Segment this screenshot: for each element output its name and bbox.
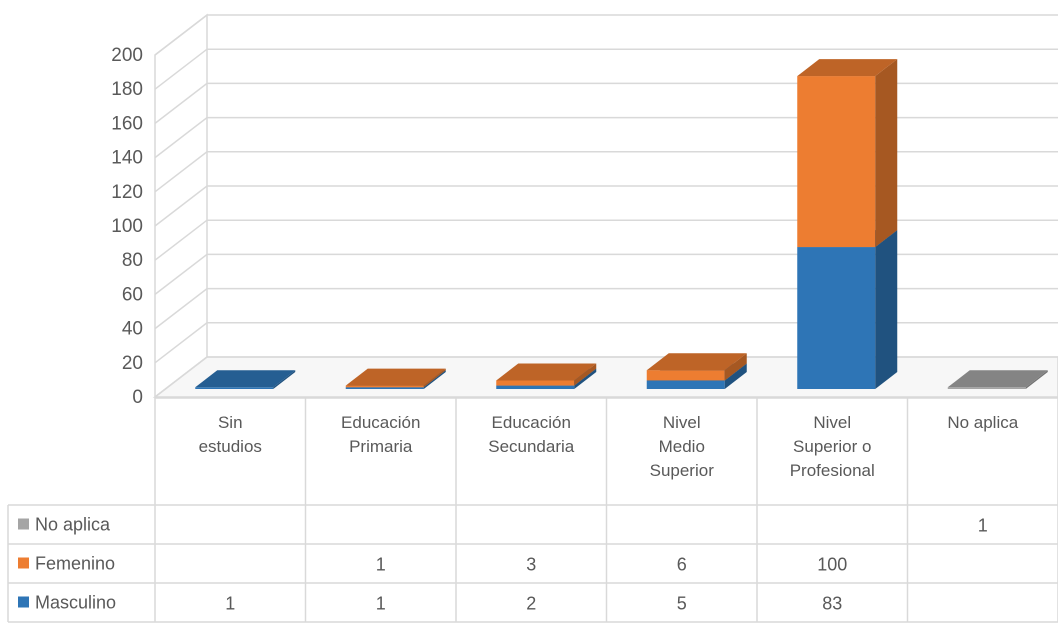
table-cell-value: 1 bbox=[225, 594, 235, 614]
bar-front bbox=[797, 247, 876, 389]
bar-side bbox=[875, 230, 898, 389]
gridline bbox=[154, 82, 1058, 124]
category-label-line: Educación bbox=[492, 413, 571, 432]
y-tick-label: 40 bbox=[122, 319, 143, 340]
chart-walls bbox=[152, 13, 1058, 399]
gridline bbox=[154, 219, 1058, 261]
y-tick-label: 160 bbox=[111, 113, 143, 134]
category-label-line: Sin bbox=[218, 413, 243, 432]
legend-swatch bbox=[18, 557, 29, 569]
bar-front bbox=[947, 387, 1026, 389]
bar-side bbox=[423, 368, 446, 388]
bar-side bbox=[574, 368, 597, 389]
bar-segment bbox=[797, 230, 898, 389]
floor bbox=[152, 356, 1058, 398]
bar-top bbox=[496, 363, 597, 381]
category-label-line: estudios bbox=[199, 437, 262, 456]
bar-top bbox=[646, 353, 747, 371]
bar-segment bbox=[496, 363, 597, 386]
legend-label: Masculino bbox=[35, 593, 116, 613]
gridline bbox=[154, 14, 1058, 56]
gridline bbox=[154, 356, 1058, 398]
bar-front bbox=[345, 385, 424, 388]
table-cell-value: 6 bbox=[677, 555, 687, 575]
bar-front bbox=[195, 387, 274, 389]
category-label-line: Superior bbox=[650, 461, 715, 480]
bar-segment bbox=[345, 368, 446, 388]
legend-label: Femenino bbox=[35, 554, 115, 574]
table-cell-value: 1 bbox=[376, 555, 386, 575]
table-cell-value: 3 bbox=[526, 555, 536, 575]
y-tick-label: 100 bbox=[111, 216, 143, 237]
bar-top bbox=[947, 370, 1048, 388]
bar-top bbox=[345, 368, 446, 386]
gridline bbox=[154, 185, 1058, 227]
category-label: Educación Secundaria bbox=[488, 413, 575, 456]
bar-side bbox=[574, 363, 597, 386]
bar-side bbox=[1025, 370, 1048, 389]
y-tick-label: 80 bbox=[122, 250, 143, 271]
y-tick-label: 20 bbox=[122, 353, 143, 374]
category-label-line: No aplica bbox=[947, 413, 1018, 432]
category-label-line: Nivel bbox=[813, 413, 851, 432]
y-tick-label: 60 bbox=[122, 284, 143, 305]
bar-segment bbox=[195, 370, 296, 389]
legend-label: No aplica bbox=[35, 515, 111, 535]
y-tick-label: 180 bbox=[111, 79, 143, 100]
bar-side bbox=[423, 370, 446, 389]
legend-swatch bbox=[18, 596, 29, 608]
y-tick-label: 120 bbox=[111, 182, 143, 203]
gridline bbox=[154, 116, 1058, 159]
bar-segment bbox=[947, 370, 1048, 389]
table-cell-value: 83 bbox=[822, 594, 842, 614]
gridline bbox=[154, 48, 1058, 90]
table-cell-value: 1 bbox=[978, 516, 988, 536]
category-label-line: Nivel bbox=[663, 413, 701, 432]
data-table: Sin estudios Educación Primaria Educación Sec… bbox=[7, 397, 1058, 623]
category-label: Nivel Superior o Profesional bbox=[790, 413, 875, 480]
bar-segment bbox=[646, 353, 747, 381]
bar-side bbox=[875, 59, 898, 248]
bar-front bbox=[646, 370, 725, 381]
y-tick-label: 0 bbox=[132, 387, 143, 408]
category-label: Sin estudios bbox=[199, 413, 262, 456]
gridline bbox=[154, 253, 1058, 295]
category-label-line: Secundaria bbox=[488, 437, 575, 456]
bar-side bbox=[273, 370, 296, 389]
bar-side bbox=[724, 353, 747, 381]
category-label-line: Educación bbox=[341, 413, 420, 432]
table-cell-value: 100 bbox=[817, 555, 847, 575]
category-label-line: Superior o bbox=[793, 437, 871, 456]
legend-swatch bbox=[18, 518, 29, 530]
table-cell-value: 5 bbox=[677, 594, 687, 614]
category-label-line: Primaria bbox=[349, 437, 413, 456]
bar-top bbox=[195, 370, 296, 388]
bar-segment bbox=[797, 59, 898, 248]
bars bbox=[195, 59, 1048, 389]
category-label: Educación Primaria bbox=[341, 413, 420, 456]
bar-front bbox=[345, 387, 424, 389]
bar-side bbox=[724, 363, 747, 389]
bar-front bbox=[496, 385, 575, 389]
y-tick-label: 200 bbox=[111, 45, 143, 66]
bar-top bbox=[797, 59, 898, 77]
category-label: No aplica bbox=[947, 413, 1018, 432]
bar-front bbox=[797, 76, 876, 248]
gridline bbox=[154, 151, 1058, 193]
table-cell-value: 1 bbox=[376, 594, 386, 614]
y-tick-label: 140 bbox=[111, 148, 143, 169]
bar-front bbox=[496, 380, 575, 386]
gridlines bbox=[154, 14, 1058, 398]
bar-front bbox=[646, 380, 725, 389]
category-label-line: Medio bbox=[659, 437, 705, 456]
gridline bbox=[154, 287, 1058, 330]
table-cell-value: 2 bbox=[526, 594, 536, 614]
y-axis-ticks: 0 20 40 60 80 100 120 140 160 180 200 bbox=[111, 45, 143, 408]
category-label-line: Profesional bbox=[790, 461, 875, 480]
category-label: Nivel Medio Superior bbox=[650, 413, 715, 480]
gridline bbox=[154, 322, 1058, 364]
